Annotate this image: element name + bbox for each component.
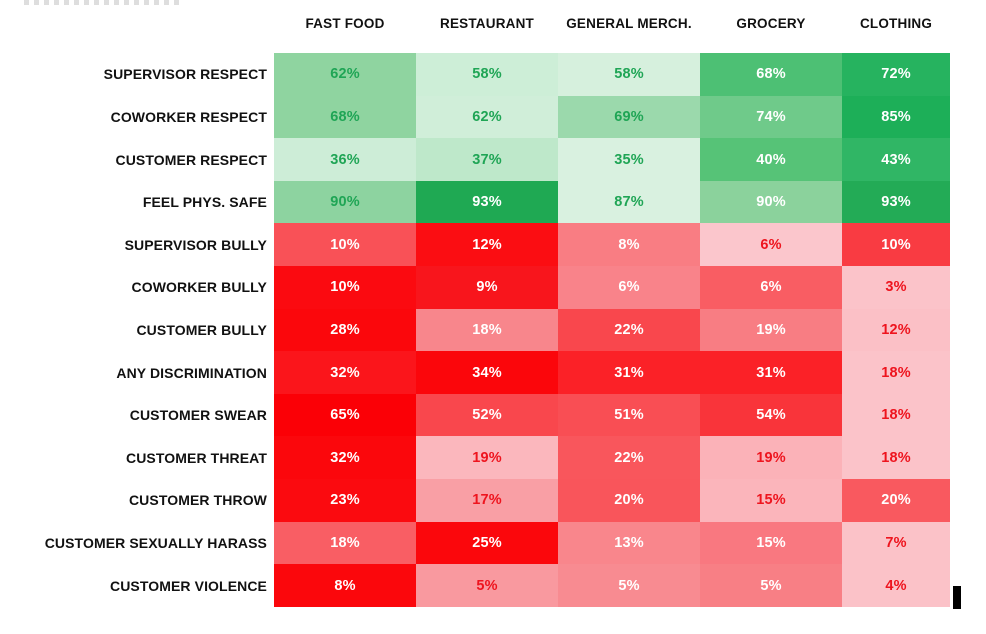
heatmap-grid: FAST FOOD RESTAURANT GENERAL MERCH. GROCERY… [0,0,950,607]
heatmap-cell: 18% [274,521,416,565]
heatmap-cell: 12% [416,223,558,267]
heatmap-cell: 4% [842,564,950,607]
column-header: CLOTHING [859,16,933,31]
heatmap-cell: 90% [274,180,416,224]
heatmap-cell: 6% [700,223,842,267]
heatmap-cell: 13% [558,521,700,565]
heatmap-cell: 23% [274,479,416,522]
row-label: SUPERVISOR BULLY [124,236,267,253]
heatmap-cell: 15% [700,521,842,565]
heatmap-cell: 6% [558,266,700,309]
heatmap-cell: 18% [416,308,558,352]
heatmap-cell: 19% [700,436,842,480]
heatmap-cell: 31% [700,351,842,394]
heatmap-cell: 9% [416,266,558,309]
heatmap-cell: 3% [842,266,950,309]
column-header: GENERAL MERCH. [566,16,692,31]
heatmap-cell: 19% [416,436,558,480]
heatmap-cell: 8% [558,223,700,267]
heatmap-cell: 18% [842,393,950,437]
heatmap-cell: 15% [700,479,842,522]
cropped-text-fragment [24,0,184,5]
row-label: CUSTOMER THROW [128,492,267,509]
heatmap-cell: 40% [700,138,842,181]
heatmap-cell: 6% [700,266,842,309]
row-label: COWORKER BULLY [131,279,267,296]
heatmap-cell: 62% [274,53,416,96]
heatmap-cell: 28% [274,308,416,352]
heatmap-cell: 22% [558,308,700,352]
heatmap-cell: 69% [558,95,700,139]
heatmap-cell: 32% [274,436,416,480]
heatmap-cell: 20% [558,479,700,522]
row-label: ANY DISCRIMINATION [116,364,267,381]
heatmap-cell: 37% [416,138,558,181]
heatmap-cell: 35% [558,138,700,181]
row-label: CUSTOMER BULLY [136,321,267,338]
heatmap-cell: 87% [558,180,700,224]
heatmap-cell: 74% [700,95,842,139]
heatmap-cell: 72% [842,53,950,96]
heatmap-cell: 7% [842,521,950,565]
heatmap-cell: 36% [274,138,416,181]
column-header: FAST FOOD [305,16,385,31]
row-label: CUSTOMER VIOLENCE [109,577,267,594]
heatmap-cell: 93% [842,180,950,224]
heatmap-cell: 58% [416,53,558,96]
heatmap-cell: 68% [700,53,842,96]
text-cursor [953,586,961,609]
heatmap-cell: 5% [558,564,700,607]
heatmap-cell: 10% [842,223,950,267]
row-label: CUSTOMER THREAT [126,449,267,466]
row-label: SUPERVISOR RESPECT [103,66,267,83]
corner-spacer [0,0,274,53]
row-label: CUSTOMER RESPECT [115,151,267,168]
heatmap-cell: 20% [842,479,950,522]
row-label: CUSTOMER SWEAR [129,407,267,424]
column-header: GROCERY [736,16,806,31]
heatmap-cell: 12% [842,308,950,352]
row-label: CUSTOMER SEXUALLY HARASS [44,535,267,551]
heatmap-cell: 51% [558,393,700,437]
heatmap-cell: 10% [274,223,416,267]
heatmap-cell: 25% [416,521,558,565]
heatmap-cell: 22% [558,436,700,480]
heatmap-cell: 85% [842,95,950,139]
heatmap-cell: 65% [274,393,416,437]
row-label: COWORKER RESPECT [110,108,267,125]
heatmap-cell: 18% [842,351,950,394]
heatmap-cell: 19% [700,308,842,352]
column-header: RESTAURANT [440,16,534,31]
heatmap-cell: 58% [558,53,700,96]
heatmap-cell: 5% [416,564,558,607]
heatmap-cell: 93% [416,180,558,224]
heatmap-cell: 43% [842,138,950,181]
heatmap-cell: 10% [274,266,416,309]
heatmap-cell: 90% [700,180,842,224]
heatmap-cell: 18% [842,436,950,480]
row-label: FEEL PHYS. SAFE [142,194,267,211]
heatmap-cell: 52% [416,393,558,437]
heatmap-cell: 17% [416,479,558,522]
heatmap-cell: 54% [700,393,842,437]
heatmap-cell: 68% [274,95,416,139]
heatmap-cell: 31% [558,351,700,394]
heatmap-cell: 8% [274,564,416,607]
heatmap-cell: 34% [416,351,558,394]
heatmap-cell: 32% [274,351,416,394]
heatmap-cell: 62% [416,95,558,139]
heatmap-cell: 5% [700,564,842,607]
